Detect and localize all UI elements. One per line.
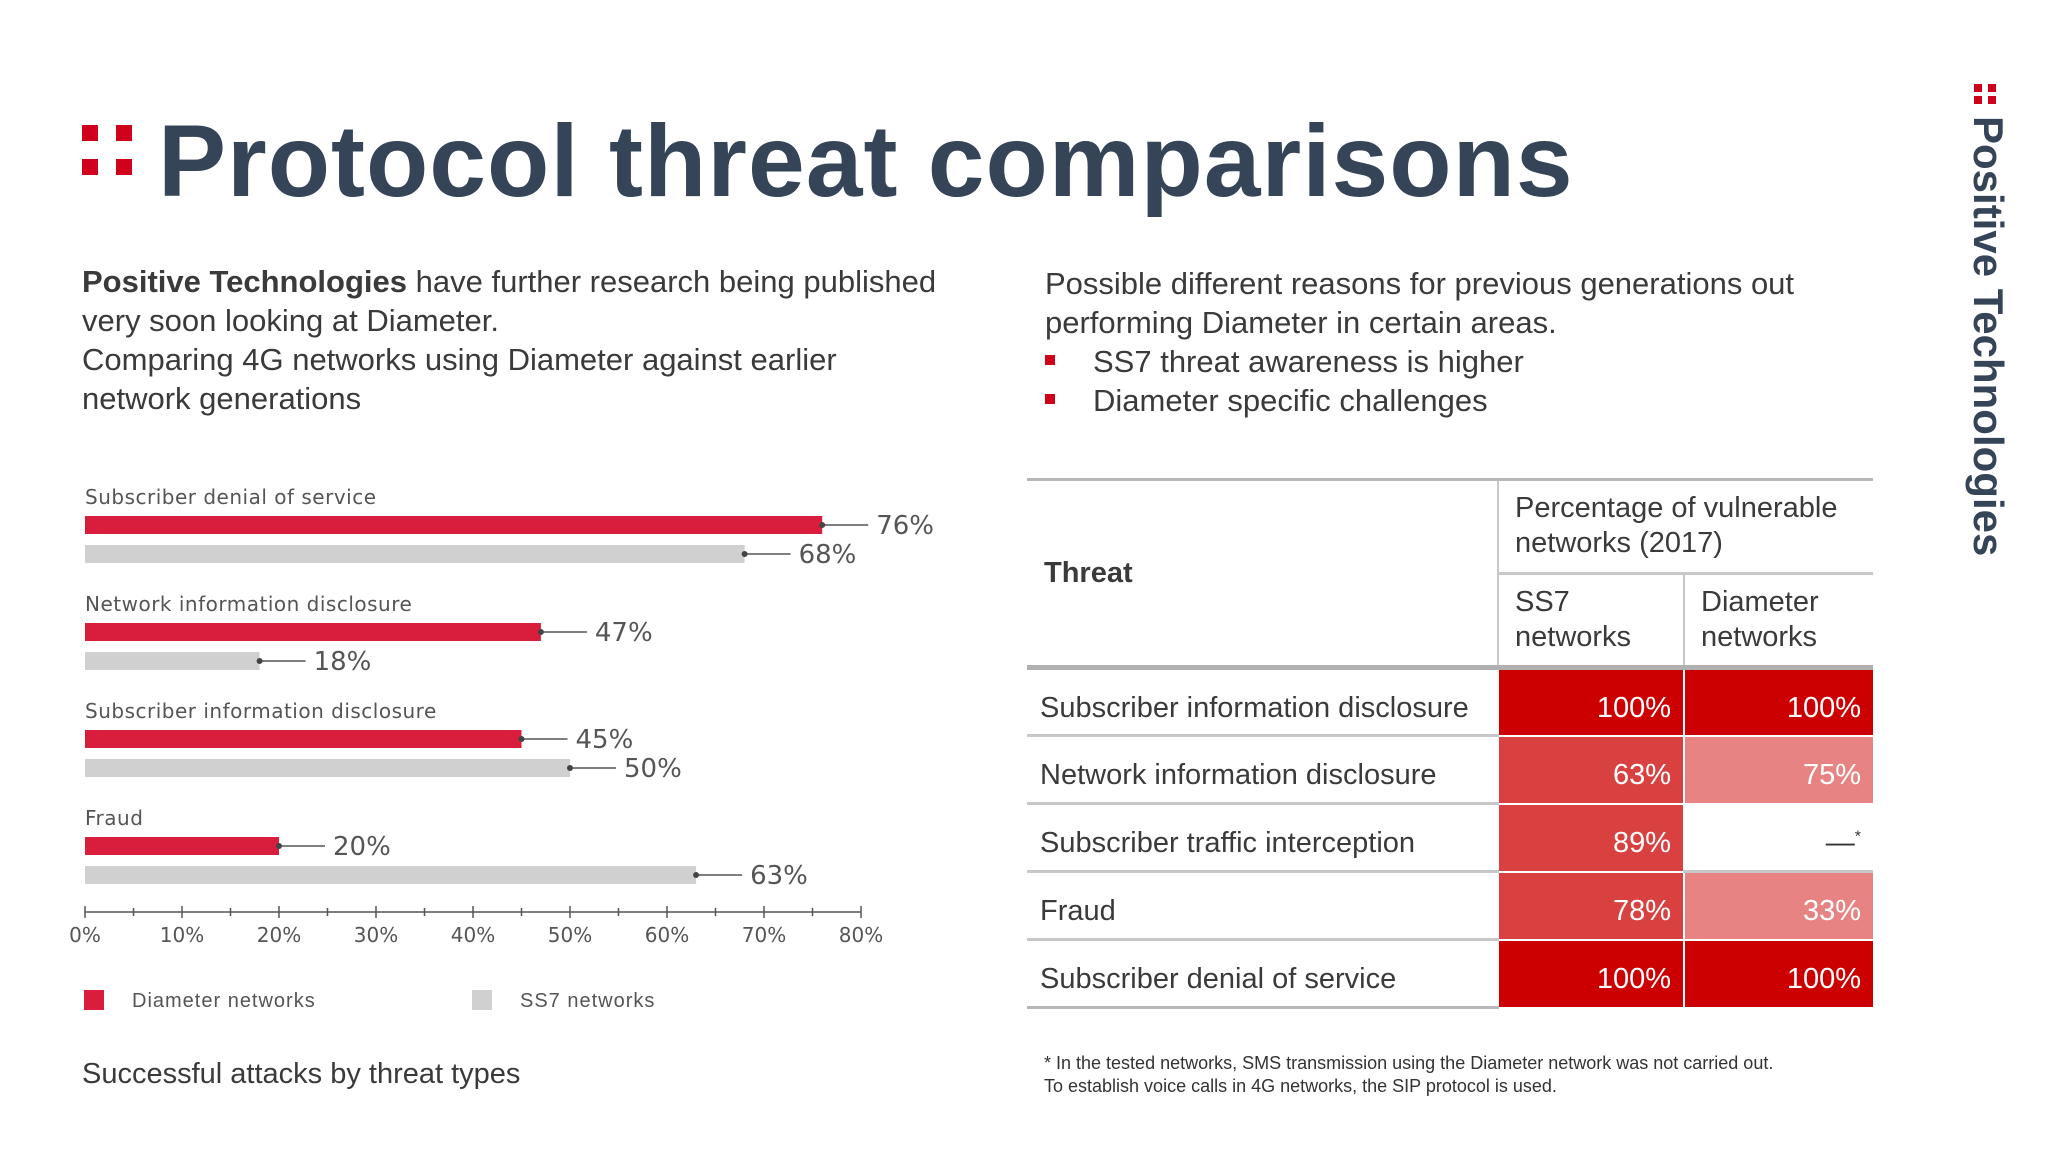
ss7-value: 100% (1497, 667, 1684, 737)
bar (85, 837, 279, 855)
data-label: 47% (595, 618, 653, 648)
legend-diameter-label: Diameter networks (132, 990, 316, 1012)
logo-dots (82, 125, 134, 181)
ss7-value: 89% (1497, 803, 1684, 873)
brand-name: Positive Technologies (1965, 116, 2012, 557)
threat-bar-chart: Subscriber denial of service 76% 68% Networ… (69, 485, 934, 947)
category-label: Network information disclosure (85, 592, 412, 616)
legend-ss7: SS7 networks (472, 990, 655, 1013)
table-row: Subscriber information disclosure 100% 1… (1027, 667, 1873, 737)
bar (85, 730, 522, 748)
x-tick-label: 80% (839, 923, 883, 947)
footnote-marker: * (1854, 827, 1861, 845)
category-label: Fraud (85, 806, 143, 830)
x-tick-label: 20% (257, 923, 301, 947)
footnote-line2: To establish voice calls in 4G networks,… (1044, 1076, 1557, 1096)
footnote: * In the tested networks, SMS transmissi… (1044, 1052, 1924, 1098)
legend-diameter-swatch (84, 990, 104, 1010)
diameter-column-header: Diameter networks (1683, 573, 1873, 670)
data-label: 20% (333, 832, 391, 862)
intro-right: Possible different reasons for previous … (1045, 264, 1925, 420)
reasons-item-label: Diameter specific challenges (1093, 383, 1488, 418)
diameter-value: 100% (1683, 667, 1873, 737)
bar-end-dot (567, 765, 573, 771)
bar (85, 759, 570, 777)
reasons-item: SS7 threat awareness is higher (1045, 342, 1925, 381)
threat-name: Fraud (1027, 871, 1498, 941)
table-row: Subscriber traffic interception 89% —* (1027, 803, 1873, 873)
x-tick-label: 10% (160, 923, 204, 947)
bar-end-dot (693, 872, 700, 878)
threat-table: Threat Percentage of vulnerable networks… (1027, 478, 1873, 1009)
x-tick-label: 30% (354, 923, 398, 947)
chart-caption: Successful attacks by threat types (82, 1058, 521, 1090)
diameter-value: 75% (1683, 735, 1873, 805)
intro-right-text: Possible different reasons for previous … (1045, 266, 1795, 340)
diameter-value-dash: — (1825, 826, 1855, 859)
intro-left: Positive Technologies have further resea… (82, 262, 942, 418)
threat-name: Subscriber information disclosure (1027, 667, 1498, 737)
ss7-column-header: SS7 networks (1497, 573, 1684, 670)
x-tick-label: 60% (645, 923, 689, 947)
intro-brand: Positive Technologies (82, 264, 408, 299)
diameter-value: —* (1683, 803, 1873, 873)
reasons-item: Diameter specific challenges (1045, 381, 1925, 420)
footnote-line1: * In the tested networks, SMS transmissi… (1044, 1053, 1774, 1073)
threat-name: Network information disclosure (1027, 735, 1498, 805)
brand-vertical: Positive Technologies (1950, 80, 2026, 600)
x-tick-label: 70% (742, 923, 786, 947)
intro-left-line1: have further research being published ve… (82, 264, 937, 338)
data-label: 50% (624, 754, 682, 784)
bullet-icon (1045, 355, 1055, 365)
diameter-value: 33% (1683, 871, 1873, 941)
table-row: Subscriber denial of service 100% 100% (1027, 939, 1873, 1009)
data-label: 45% (576, 725, 634, 755)
legend-ss7-swatch (472, 990, 492, 1010)
ss7-value: 78% (1497, 871, 1684, 941)
bullet-icon (1045, 394, 1055, 404)
bar-end-dot (741, 551, 748, 557)
bar (85, 545, 745, 563)
bar (85, 623, 541, 641)
data-label: 76% (876, 511, 934, 541)
brand-dots-icon (1974, 84, 2000, 104)
reasons-list: SS7 threat awareness is higher Diameter … (1045, 342, 1925, 420)
intro-left-paragraph: Positive Technologies have further resea… (82, 262, 942, 340)
table-row: Fraud 78% 33% (1027, 871, 1873, 941)
legend-ss7-label: SS7 networks (520, 990, 656, 1012)
diameter-value: 100% (1683, 939, 1873, 1009)
bar-end-dot (256, 658, 263, 664)
data-label: 18% (314, 647, 372, 677)
bar (85, 652, 260, 670)
table-row: Network information disclosure 63% 75% (1027, 735, 1873, 805)
percentage-header: Percentage of vulnerable networks (2017) (1497, 478, 1873, 575)
threat-column-header: Threat (1027, 478, 1498, 670)
ss7-value: 100% (1497, 939, 1684, 1009)
threat-name: Subscriber traffic interception (1027, 803, 1498, 873)
page-title: Protocol threat comparisons (158, 104, 1574, 218)
bar-end-dot (819, 522, 826, 528)
bar-end-dot (518, 736, 525, 742)
bar (85, 866, 697, 884)
data-label: 63% (750, 861, 808, 891)
ss7-value: 63% (1497, 735, 1684, 805)
data-label: 68% (799, 540, 857, 570)
category-label: Subscriber information disclosure (85, 699, 437, 723)
bar (85, 516, 823, 534)
threat-name: Subscriber denial of service (1027, 939, 1498, 1009)
legend-diameter: Diameter networks (84, 990, 316, 1013)
bar-end-dot (276, 843, 282, 849)
x-tick-label: 0% (69, 923, 101, 947)
x-tick-label: 50% (548, 923, 592, 947)
bar-end-dot (537, 629, 544, 635)
x-tick-label: 40% (451, 923, 495, 947)
category-label: Subscriber denial of service (85, 485, 377, 509)
intro-left-line2: Comparing 4G networks using Diameter aga… (82, 342, 837, 416)
reasons-item-label: SS7 threat awareness is higher (1093, 344, 1524, 379)
